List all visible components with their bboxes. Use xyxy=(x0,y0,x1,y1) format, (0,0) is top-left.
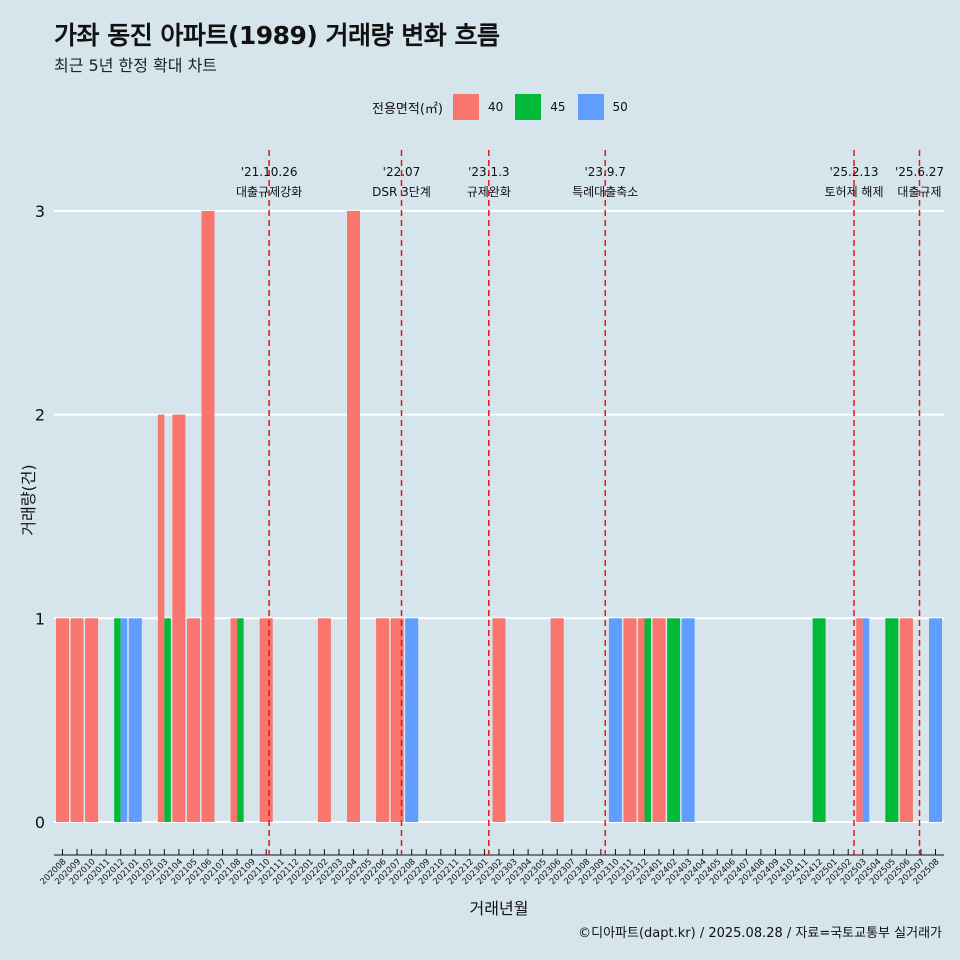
bar-202412-45 xyxy=(812,618,826,822)
bar-202012-50 xyxy=(120,618,128,822)
event-label-3: 특례대출축소 xyxy=(572,185,638,199)
legend-label-40: 40 xyxy=(487,100,504,114)
bar-202310-50 xyxy=(608,618,622,822)
bar-202108-40 xyxy=(230,618,238,822)
chart-subtitle: 최근 5년 한정 확대 차트 xyxy=(54,56,218,75)
bar-202505-45 xyxy=(885,618,899,822)
bar-202311-40 xyxy=(623,618,637,822)
event-date-5: '25.6.27 xyxy=(895,165,944,179)
bar-202401-40 xyxy=(652,618,666,822)
bar-202103-45 xyxy=(164,618,171,822)
source-caption: ©디아파트(dapt.kr) / 2025.08.28 / 자료=국토교통부 실… xyxy=(578,926,942,941)
bar-202103-40 xyxy=(157,414,165,822)
bar-202312-45 xyxy=(644,618,651,822)
y-tick-label-0: 0 xyxy=(35,813,45,832)
bar-202108-45 xyxy=(237,618,244,822)
bar-202506-40 xyxy=(899,618,913,822)
bar-202008-40 xyxy=(56,618,69,822)
bar-202508-50 xyxy=(929,618,942,822)
legend-swatch-40 xyxy=(452,94,479,120)
y-tick-label-3: 3 xyxy=(35,202,45,221)
bar-202207-40 xyxy=(390,618,404,822)
event-label-5: 대출규제 xyxy=(897,185,941,199)
legend-swatch-50 xyxy=(577,94,604,120)
bar-202503-50 xyxy=(862,618,870,822)
bar-202208-50 xyxy=(405,618,419,822)
event-date-3: '23.9.7 xyxy=(584,165,625,179)
legend-title: 전용면적(㎡) xyxy=(372,101,443,117)
bar-202110-40 xyxy=(259,618,273,822)
bar-202104-40 xyxy=(172,414,186,822)
y-tick-label-1: 1 xyxy=(35,609,45,628)
chart-title: 가좌 동진 아파트(1989) 거래량 변화 흐름 xyxy=(54,21,500,50)
legend: 전용면적(㎡) 40 45 50 xyxy=(372,92,640,122)
legend-swatch-45 xyxy=(515,94,542,120)
bar-202105-40 xyxy=(186,618,200,822)
bar-202106-40 xyxy=(201,210,215,822)
legend-label-50: 50 xyxy=(612,100,628,114)
bar-202206-40 xyxy=(376,618,390,822)
bar-202312-40 xyxy=(638,618,645,822)
bar-202402-45 xyxy=(667,618,681,822)
bar-202202-40 xyxy=(317,618,331,822)
legend-item-45: 45 xyxy=(515,94,569,120)
y-tick-label-2: 2 xyxy=(35,406,45,425)
event-label-0: 대출규제강화 xyxy=(236,185,302,199)
event-date-2: '23.1.3 xyxy=(468,165,509,179)
bar-202306-40 xyxy=(550,618,564,822)
bar-202101-50 xyxy=(128,618,142,822)
bar-202009-40 xyxy=(70,618,84,822)
bar-202204-40 xyxy=(347,210,360,822)
x-axis-title: 거래년월 xyxy=(470,899,529,918)
bar-202403-50 xyxy=(681,618,695,822)
bar-202302-40 xyxy=(492,618,506,822)
event-label-1: DSR 3단계 xyxy=(372,185,431,199)
legend-label-45: 45 xyxy=(550,100,566,114)
legend-item-50: 50 xyxy=(577,94,632,120)
event-date-1: '22.07 xyxy=(383,165,421,179)
y-axis-title: 거래량(건) xyxy=(19,464,38,535)
bar-202012-45 xyxy=(114,618,121,822)
event-date-0: '21.10.26 xyxy=(241,165,298,179)
bar-202010-40 xyxy=(85,618,99,822)
bar-202503-40 xyxy=(856,618,863,822)
event-label-2: 규제완화 xyxy=(467,185,511,199)
legend-item-40: 40 xyxy=(452,94,507,120)
event-date-4: '25.2.13 xyxy=(829,165,878,179)
event-label-4: 토허제 해제 xyxy=(825,185,884,199)
